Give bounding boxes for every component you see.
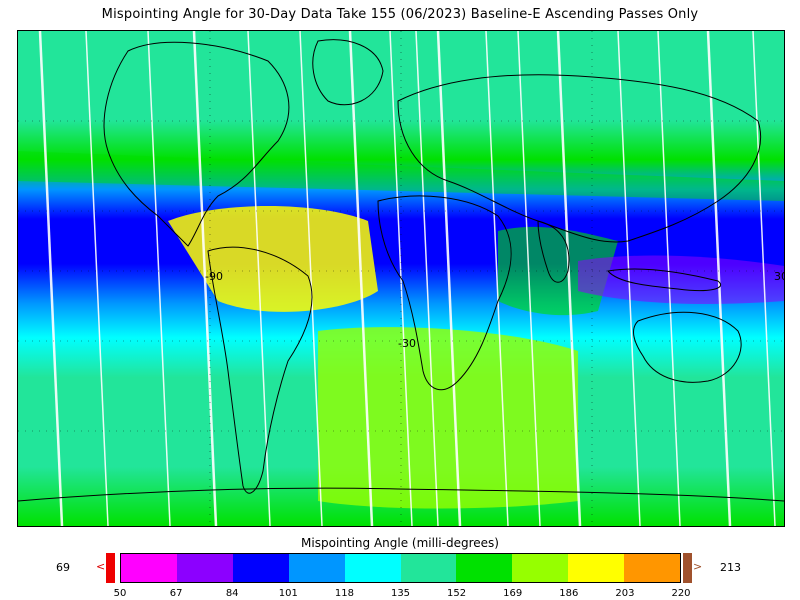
swath-gap-line bbox=[517, 31, 541, 526]
colorbar-tick-label: 135 bbox=[390, 588, 411, 599]
colorbar-tick-label: 220 bbox=[671, 588, 691, 599]
swath-gap-line bbox=[706, 31, 732, 526]
lon-label-minus-90: -90 bbox=[205, 270, 223, 283]
antarctica-outline bbox=[18, 487, 784, 502]
swath-gap-line bbox=[38, 31, 64, 526]
colorbar-title: Mispointing Angle (milli-degrees) bbox=[301, 536, 499, 550]
indonesia-outline bbox=[607, 268, 721, 292]
underflow-swatch bbox=[106, 553, 115, 583]
swath-gap-line bbox=[436, 31, 462, 526]
colorbar-tick-label: 186 bbox=[559, 588, 579, 599]
west-pacific-zone bbox=[578, 255, 784, 304]
colorbar-segment-2 bbox=[232, 554, 289, 582]
overflow-swatch bbox=[683, 553, 692, 583]
swath-gap-line bbox=[147, 31, 171, 526]
colorbar-tick-label: 67 bbox=[169, 588, 183, 599]
colorbar-segment-1 bbox=[176, 554, 233, 582]
underflow-arrow: < bbox=[96, 560, 106, 573]
australia-outline bbox=[632, 311, 742, 383]
atlantic-warm-zone bbox=[168, 206, 378, 312]
north-band-zone bbox=[18, 151, 784, 201]
colorbar-tick-label: 169 bbox=[503, 588, 523, 599]
south-america-outline bbox=[207, 246, 313, 494]
swath-gap-line bbox=[348, 31, 374, 526]
colorbar-tick-label: 50 bbox=[113, 588, 127, 599]
africa-outline bbox=[377, 195, 512, 391]
swath-gap-line bbox=[485, 31, 509, 526]
colorbar bbox=[120, 553, 681, 583]
colorbar-tick-label: 203 bbox=[615, 588, 635, 599]
colorbar-ticks: 50 67 84 101 118 135 152 169 186 203 220 bbox=[114, 588, 691, 600]
colorbar-segment-3 bbox=[288, 554, 345, 582]
right-edge-label: 30 bbox=[774, 270, 784, 283]
colorbar-segment-6 bbox=[456, 554, 513, 582]
greenland-outline bbox=[312, 39, 384, 106]
north-america-outline bbox=[103, 41, 290, 247]
data-min-value: 69 bbox=[56, 561, 70, 574]
map-panel: -90 -30 30 bbox=[17, 30, 785, 527]
colorbar-tick-label: 101 bbox=[278, 588, 298, 599]
colorbar-tick-label: 118 bbox=[334, 588, 354, 599]
swath-gap-line bbox=[657, 31, 681, 526]
swath-gap-line bbox=[415, 31, 439, 526]
swath-gap-line bbox=[752, 31, 776, 526]
colorbar-segment-5 bbox=[400, 554, 457, 582]
colorbar-segment-4 bbox=[344, 554, 401, 582]
map-title: Mispointing Angle for 30-Day Data Take 1… bbox=[101, 7, 699, 22]
swath-gap-line bbox=[299, 31, 323, 526]
swath-gap-line bbox=[85, 31, 109, 526]
colorbar-tick-label: 84 bbox=[225, 588, 239, 599]
swath-gaps bbox=[38, 31, 776, 526]
colorbar-segment-9 bbox=[624, 554, 681, 582]
lon-label-minus-30: -30 bbox=[398, 337, 416, 350]
swath-gap-line bbox=[247, 31, 271, 526]
europe-asia-outline bbox=[397, 74, 762, 243]
swath-gap-line bbox=[192, 31, 218, 526]
colorbar-segment-0 bbox=[121, 554, 177, 582]
india-outline bbox=[537, 220, 570, 283]
overflow-arrow: > bbox=[693, 560, 703, 573]
colorbar-tick-label: 152 bbox=[447, 588, 467, 599]
colorbar-segment-7 bbox=[512, 554, 569, 582]
south-atlantic-zone bbox=[318, 327, 578, 509]
global-map: -90 -30 30 bbox=[18, 31, 784, 526]
coastlines bbox=[18, 39, 784, 502]
swath-gap-line bbox=[617, 31, 641, 526]
colorbar-segment-8 bbox=[568, 554, 625, 582]
data-max-value: 213 bbox=[720, 561, 741, 574]
swath-gap-line bbox=[556, 31, 582, 526]
